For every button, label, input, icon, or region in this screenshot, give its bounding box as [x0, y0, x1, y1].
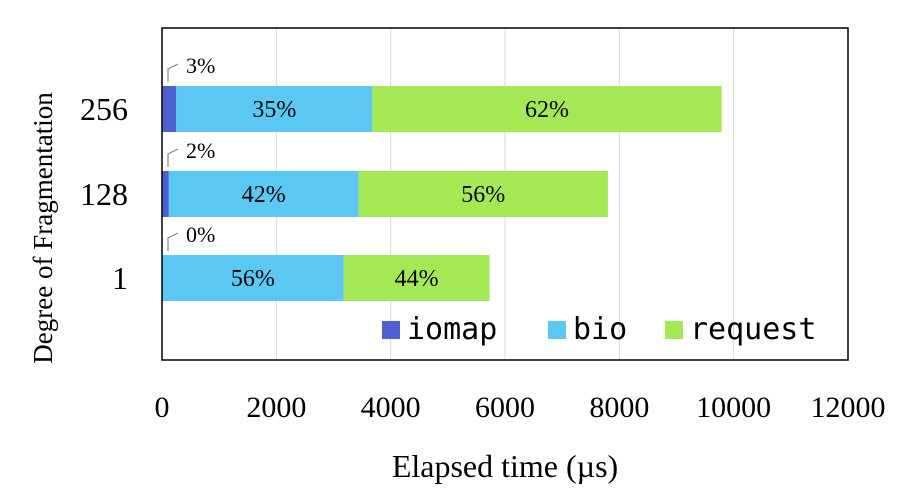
- legend-label-iomap: iomap: [407, 312, 497, 347]
- plot-frame: [161, 27, 849, 361]
- bar-labels: 3% 35% 62% 2% 42% 56% 0% 56% 44%: [186, 53, 569, 292]
- bar-iomap-128: [162, 171, 169, 217]
- bar-bio-1: [162, 255, 344, 301]
- bar-request-1: [343, 255, 490, 301]
- bar-iomap-256: [162, 86, 177, 132]
- callout-leader-128: [167, 148, 179, 167]
- x-tick-0: 0: [155, 391, 170, 424]
- small-segment-callouts: [167, 63, 179, 251]
- label-iomap-128: 2%: [186, 138, 215, 163]
- legend: iomap bio request: [382, 312, 816, 347]
- label-request-128: 56%: [461, 182, 505, 208]
- x-tick-8000: 8000: [589, 391, 649, 424]
- label-bio-1: 56%: [231, 266, 275, 292]
- bar-bio-256: [176, 86, 373, 132]
- callout-leader-1: [167, 232, 179, 251]
- x-axis-label: Elapsed time (µs): [392, 448, 618, 484]
- bar-request-128: [358, 171, 608, 217]
- label-bio-256: 35%: [252, 97, 296, 123]
- label-request-256: 62%: [525, 97, 569, 123]
- legend-label-bio: bio: [573, 312, 627, 347]
- legend-swatch-request: [665, 321, 683, 339]
- bar-request-256: [372, 86, 722, 132]
- y-tick-labels: 256 128 1: [80, 91, 128, 296]
- x-tick-6000: 6000: [475, 391, 535, 424]
- x-tick-12000: 12000: [811, 391, 886, 424]
- label-iomap-256: 3%: [186, 53, 215, 78]
- x-tick-4000: 4000: [361, 391, 421, 424]
- x-tick-10000: 10000: [696, 391, 771, 424]
- legend-swatch-iomap: [382, 321, 400, 339]
- callout-leader-256: [167, 63, 179, 82]
- legend-swatch-bio: [548, 321, 566, 339]
- y-tick-256: 256: [80, 91, 128, 127]
- bar-bio-128: [168, 171, 359, 217]
- bars: [162, 86, 722, 301]
- y-tick-1: 1: [112, 260, 128, 296]
- label-iomap-1: 0%: [186, 222, 215, 247]
- label-bio-128: 42%: [242, 182, 286, 208]
- x-tick-labels: 0 2000 4000 6000 8000 10000 12000: [155, 391, 886, 424]
- y-axis-label: Degree of Fragmentation: [28, 92, 58, 364]
- x-tick-2000: 2000: [246, 391, 306, 424]
- label-request-1: 44%: [395, 266, 439, 292]
- legend-label-request: request: [690, 312, 816, 347]
- y-tick-128: 128: [80, 176, 128, 212]
